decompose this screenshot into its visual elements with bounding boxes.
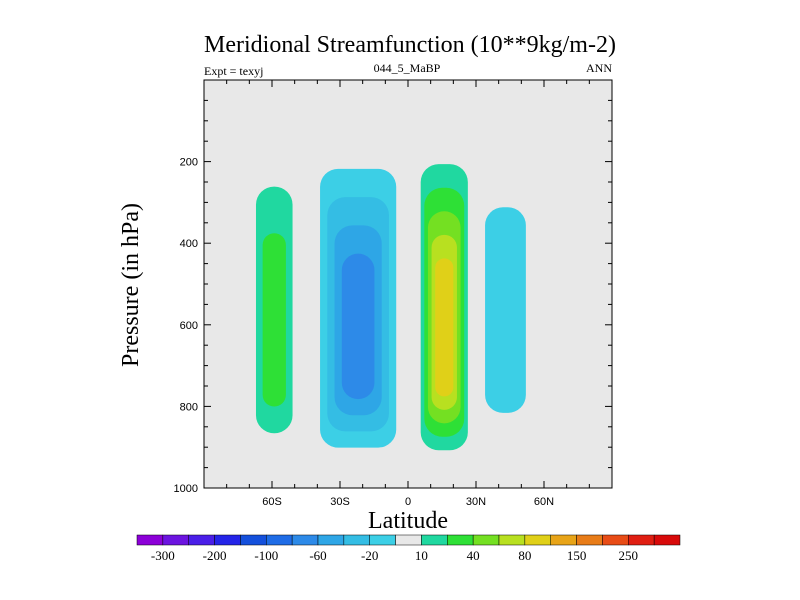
expt-label: Expt = texyj bbox=[204, 64, 263, 78]
colorbar-label: 80 bbox=[518, 548, 531, 563]
x-axis-label: Latitude bbox=[368, 508, 448, 534]
colorbar-swatch bbox=[162, 534, 189, 546]
colorbar: -300 -200 -100 -60 -20 10 40 80 150 250 bbox=[136, 534, 681, 563]
colorbar-label: 40 bbox=[467, 548, 480, 563]
colorbar-swatch bbox=[653, 534, 681, 546]
colorbar-swatch bbox=[395, 534, 422, 546]
colorbar-label: 250 bbox=[619, 548, 639, 563]
x-tick-label: 0 bbox=[405, 496, 411, 508]
colorbar-swatch bbox=[136, 534, 164, 546]
colorbar-swatch bbox=[343, 534, 370, 546]
colorbar-swatch bbox=[266, 534, 293, 546]
colorbar-label: 150 bbox=[567, 548, 587, 563]
field-north-polar-strip bbox=[537, 80, 549, 113]
contour-band--80 bbox=[341, 253, 375, 400]
colorbar-swatch bbox=[602, 534, 629, 546]
contour-fields bbox=[249, 80, 549, 484]
colorbar-swatch bbox=[472, 534, 500, 546]
y-tick-label: 400 bbox=[180, 238, 198, 250]
x-tick-label: 30N bbox=[466, 496, 486, 508]
colorbar-swatch bbox=[369, 534, 396, 546]
field-southern-hadley-cell bbox=[312, 80, 404, 484]
contour-band-40 bbox=[262, 233, 286, 407]
colorbar-swatch bbox=[240, 534, 267, 546]
season-label: ANN bbox=[586, 61, 612, 75]
colorbar-swatch bbox=[550, 534, 577, 546]
colorbar-label: 10 bbox=[415, 548, 428, 563]
colorbar-label: -100 bbox=[254, 548, 278, 563]
chart-title: Meridional Streamfunction (10**9kg/m-2) bbox=[204, 32, 616, 58]
x-tick-label: 30S bbox=[330, 496, 350, 508]
colorbar-swatch bbox=[628, 534, 655, 546]
x-tick-label: 60S bbox=[262, 496, 282, 508]
colorbar-swatch bbox=[524, 534, 551, 546]
x-tick-label: 60N bbox=[534, 496, 554, 508]
y-tick-label: 200 bbox=[180, 157, 198, 169]
period-label: 044_5_MaBP bbox=[374, 61, 441, 75]
field-northern-hadley-cell bbox=[417, 80, 472, 484]
contour-band--20 bbox=[485, 207, 526, 413]
colorbar-swatch bbox=[447, 534, 474, 546]
colorbar-label: -300 bbox=[151, 548, 175, 563]
field-northern-ferrel-cell bbox=[471, 80, 540, 472]
y-tick-label: 800 bbox=[180, 401, 198, 413]
colorbar-label: -200 bbox=[203, 548, 227, 563]
colorbar-label: -20 bbox=[361, 548, 378, 563]
colorbar-label: -60 bbox=[309, 548, 326, 563]
field-south-polar-cell bbox=[249, 80, 300, 480]
contour-band-100 bbox=[435, 258, 454, 397]
axis-ticks: 60S 30S 0 30N 60N 200 400 600 800 1000 bbox=[174, 80, 612, 508]
colorbar-swatch bbox=[576, 534, 603, 546]
contour-band--10 bbox=[537, 80, 549, 113]
colorbar-swatch bbox=[214, 534, 241, 546]
colorbar-swatch bbox=[188, 534, 215, 546]
y-tick-label: 600 bbox=[180, 320, 198, 332]
colorbar-swatch bbox=[498, 534, 526, 546]
y-axis-label: Pressure (in hPa) bbox=[118, 203, 144, 367]
colorbar-swatch bbox=[317, 534, 345, 546]
colorbar-swatch bbox=[291, 534, 319, 546]
y-tick-label: 1000 bbox=[174, 483, 198, 495]
colorbar-swatch bbox=[421, 534, 448, 546]
